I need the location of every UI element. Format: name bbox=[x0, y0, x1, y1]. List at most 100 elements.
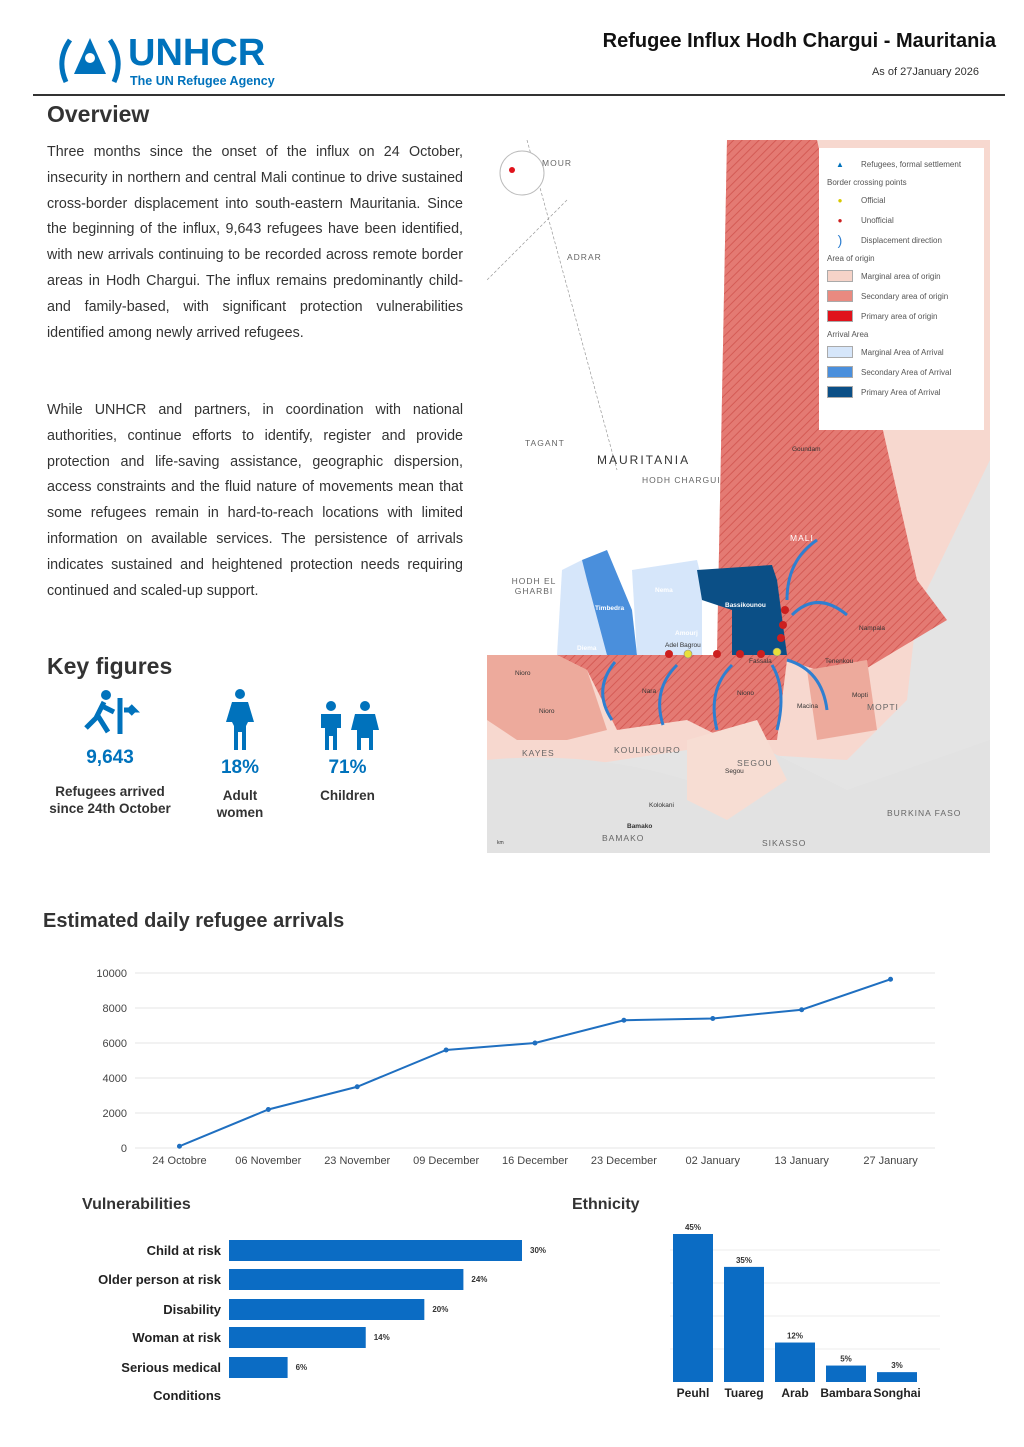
ethnicity-bar bbox=[775, 1342, 815, 1382]
arrivals-line-chart: 0 2000 4000 6000 8000 10000 24 Octobre 06 Novem… bbox=[96, 968, 935, 1167]
map-label: Nara bbox=[642, 688, 657, 695]
vulnerabilities-title: Vulnerabilities bbox=[82, 1196, 191, 1213]
data-point bbox=[888, 976, 894, 982]
bar-category-label: Peuhl bbox=[677, 1386, 710, 1400]
overview-paragraph-1: Three months since the onset of the infl… bbox=[47, 144, 463, 341]
data-point bbox=[176, 1143, 182, 1149]
y-tick-label: 4000 bbox=[103, 1073, 127, 1085]
bar-value-label: 35% bbox=[736, 1256, 752, 1265]
x-tick-label: 02 January bbox=[686, 1155, 741, 1167]
overview-heading: Overview bbox=[47, 101, 150, 127]
origin-marginal-west bbox=[487, 655, 607, 740]
map-label: Adel Bagrou bbox=[665, 642, 701, 649]
report-title: Refugee Influx Hodh Chargui - Mauritania bbox=[602, 30, 996, 52]
bar-category-label: Child at risk bbox=[147, 1243, 222, 1258]
bar-category-label: Serious medical bbox=[121, 1360, 221, 1375]
map-label: Macina bbox=[797, 703, 818, 710]
vulnerability-bar bbox=[229, 1269, 464, 1290]
bar-value-label: 30% bbox=[530, 1246, 546, 1255]
vulnerabilities-bar-chart: 30% Child at risk 24% Older person at risk 2… bbox=[98, 1240, 546, 1403]
bar-category-label: Bambara bbox=[820, 1386, 872, 1400]
bar-value-label: 3% bbox=[891, 1361, 903, 1370]
unofficial-crossing-icon: ● bbox=[837, 215, 843, 225]
settlement-icon: ▲ bbox=[836, 159, 844, 169]
mauritania-area bbox=[487, 140, 727, 655]
map-label: Fassala bbox=[749, 658, 772, 665]
key-figure-women: 18% Adult women bbox=[205, 688, 275, 821]
data-point bbox=[710, 1016, 716, 1021]
arrival-marginal-1 bbox=[557, 560, 607, 655]
overview-paragraph-2: While UNHCR and partners, in coordinatio… bbox=[47, 402, 463, 599]
bar-value-label: 20% bbox=[432, 1305, 448, 1314]
map-label-country: MAURITANIA bbox=[597, 453, 691, 467]
laurel-logo-icon bbox=[59, 38, 121, 84]
unhcr-logo: UNHCR The UN Refugee Agency bbox=[56, 32, 296, 92]
data-point bbox=[799, 1007, 805, 1013]
children-label: Children bbox=[320, 788, 375, 803]
data-point bbox=[354, 1084, 360, 1090]
x-tick-label: 24 Octobre bbox=[152, 1155, 206, 1167]
running-person-icon bbox=[84, 690, 141, 734]
bar-value-label: 45% bbox=[685, 1223, 701, 1232]
children-value: 71% bbox=[328, 757, 367, 778]
map-label: Nioro bbox=[539, 708, 555, 715]
map-label: KAYES bbox=[522, 748, 555, 758]
arrival-primary-area bbox=[697, 565, 787, 655]
bar-value-label: 12% bbox=[787, 1332, 803, 1341]
data-point bbox=[621, 1017, 627, 1023]
map-label: HODH EL GHARBI bbox=[511, 576, 557, 596]
ethnicity-bar bbox=[724, 1266, 764, 1382]
as-of-date: As of 27January 2026 bbox=[871, 66, 979, 78]
bar-value-label: 5% bbox=[840, 1355, 852, 1364]
x-tick-label: 23 November bbox=[324, 1155, 390, 1167]
y-tick-label: 0 bbox=[121, 1143, 127, 1155]
x-tick-label: 13 January bbox=[774, 1155, 829, 1167]
children-icon bbox=[320, 701, 379, 750]
header-divider bbox=[33, 94, 1005, 96]
vulnerability-bar bbox=[229, 1240, 522, 1261]
key-figure-children: 71% Children bbox=[310, 700, 385, 804]
arrival-secondary-area bbox=[582, 550, 637, 655]
map-legend: ▲ Refugees, formal settlement Border cros… bbox=[819, 148, 984, 430]
situation-map: MOUR ADRAR TAGANT MAURITANIA HODH CHARGU… bbox=[487, 140, 990, 853]
legend-heading: Arrival Area bbox=[827, 329, 869, 339]
map-label: Diema bbox=[577, 645, 597, 652]
x-tick-label: 09 December bbox=[413, 1155, 479, 1167]
key-figures-heading: Key figures bbox=[47, 653, 173, 679]
y-tick-label: 6000 bbox=[103, 1038, 127, 1050]
ethnicity-bar bbox=[826, 1365, 866, 1382]
unofficial-crossing-markers bbox=[665, 606, 789, 658]
map-label: KOULIKOURO bbox=[614, 745, 681, 755]
vulnerability-bar bbox=[229, 1299, 425, 1320]
bar-value-label: 24% bbox=[471, 1275, 487, 1284]
ethnicity-title: Ethnicity bbox=[572, 1196, 640, 1213]
bar-category-label: Woman at risk bbox=[132, 1330, 221, 1345]
bar-category-label: Conditions bbox=[153, 1388, 221, 1403]
displacement-arrows bbox=[601, 538, 848, 731]
bar-value-label: 6% bbox=[296, 1363, 308, 1372]
official-crossing-icon: ● bbox=[837, 195, 843, 205]
map-label: BURKINA FASO bbox=[887, 808, 962, 818]
map-label: TAGANT bbox=[525, 438, 565, 448]
women-label: Adult women bbox=[216, 788, 264, 820]
arrivals-line bbox=[179, 978, 891, 1148]
map-label: Kolokani bbox=[649, 802, 674, 809]
map-label: Timbedra bbox=[595, 605, 625, 612]
map-label: Nampala bbox=[859, 625, 886, 632]
refugees-value: 9,643 bbox=[86, 747, 134, 768]
y-tick-label: 10000 bbox=[96, 968, 127, 980]
map-label: Tenenkou bbox=[825, 658, 854, 665]
bar-category-label: Arab bbox=[781, 1386, 808, 1400]
bar-category-label: Tuareg bbox=[724, 1386, 763, 1400]
data-point bbox=[265, 1107, 271, 1112]
legend-heading: Area of origin bbox=[827, 253, 875, 263]
legend-heading: Border crossing points bbox=[827, 177, 907, 187]
map-label: BAMAKO bbox=[602, 833, 645, 843]
displacement-arrow-icon: ) bbox=[837, 232, 843, 248]
key-figure-refugees: 9,643 Refugees arrived since 24th Octobe… bbox=[40, 688, 180, 817]
map-label: Bassikounou bbox=[725, 602, 766, 609]
logo-word: UNHCR bbox=[128, 32, 266, 74]
x-tick-label: 06 November bbox=[235, 1155, 301, 1167]
arrivals-chart-title: Estimated daily refugee arrivals bbox=[43, 910, 345, 932]
y-tick-label: 2000 bbox=[103, 1108, 127, 1120]
